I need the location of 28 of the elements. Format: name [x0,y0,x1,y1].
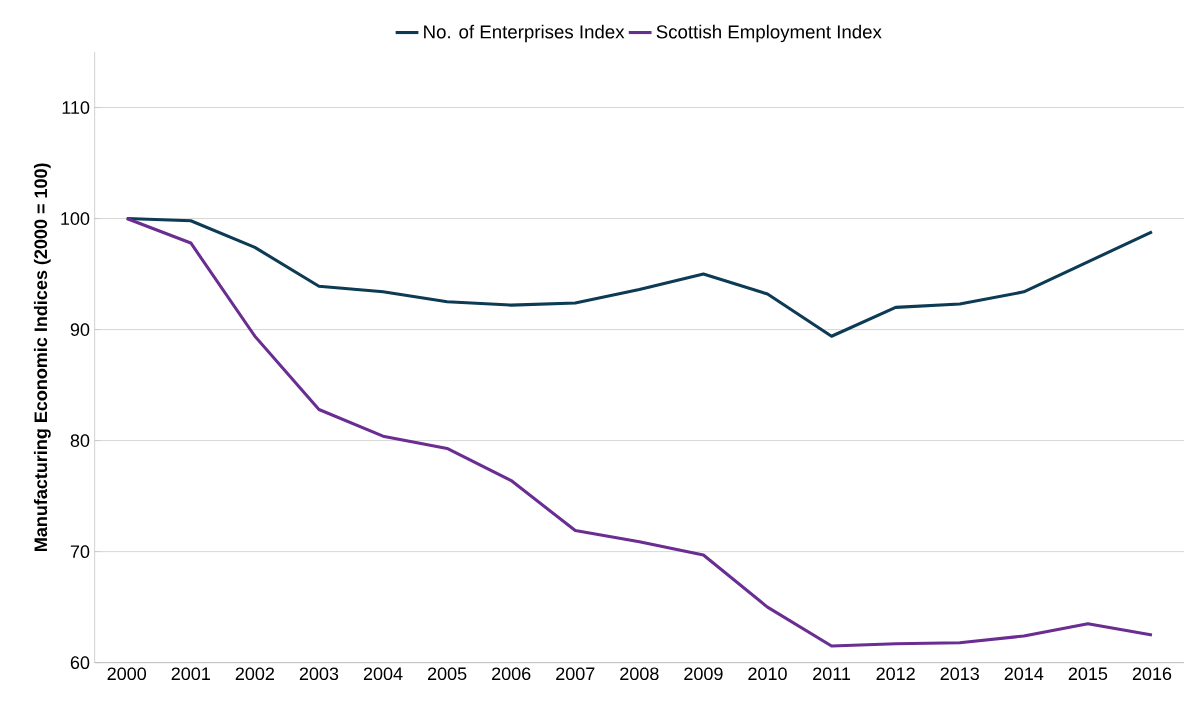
x-tick-label: 2012 [876,667,915,681]
line-series [125,217,1154,648]
x-tick-label: 2004 [363,667,403,681]
x-tick-label: 2002 [235,667,274,681]
x-tick-label: 2008 [620,667,659,681]
x-tick-label: 2003 [299,667,339,681]
x-tick-label: 2009 [684,667,723,681]
x-tick-label: 2016 [1132,667,1172,681]
x-tick-label: 2007 [556,667,595,681]
x-tick-label: 2005 [427,667,467,681]
legend-label: Scottish Employment Index [656,24,882,43]
y-tick-label: 80 [70,434,90,447]
y-tick-label: 110 [62,101,90,114]
x-tick-label: 2000 [107,667,147,681]
x-tick-label: 2015 [1068,667,1108,681]
y-axis-title: Manufacturing Economic Indices (2000 = 100) [33,163,51,551]
legend-label: No. of Enterprises Index [424,24,625,43]
x-tick-label: 2001 [171,667,210,681]
x-tick-label: 2011 [813,667,851,681]
y-tick-label: 70 [70,545,90,558]
y-tick-label: 60 [70,656,90,670]
x-tick-label: 2013 [940,667,979,681]
x-tick-label: 2014 [1004,667,1044,681]
x-tick-label: 2006 [492,667,531,681]
line-series [125,217,1154,338]
x-tick-label: 2010 [748,667,787,681]
y-tick-label: 90 [70,323,90,336]
y-tick-label: 100 [61,212,90,225]
